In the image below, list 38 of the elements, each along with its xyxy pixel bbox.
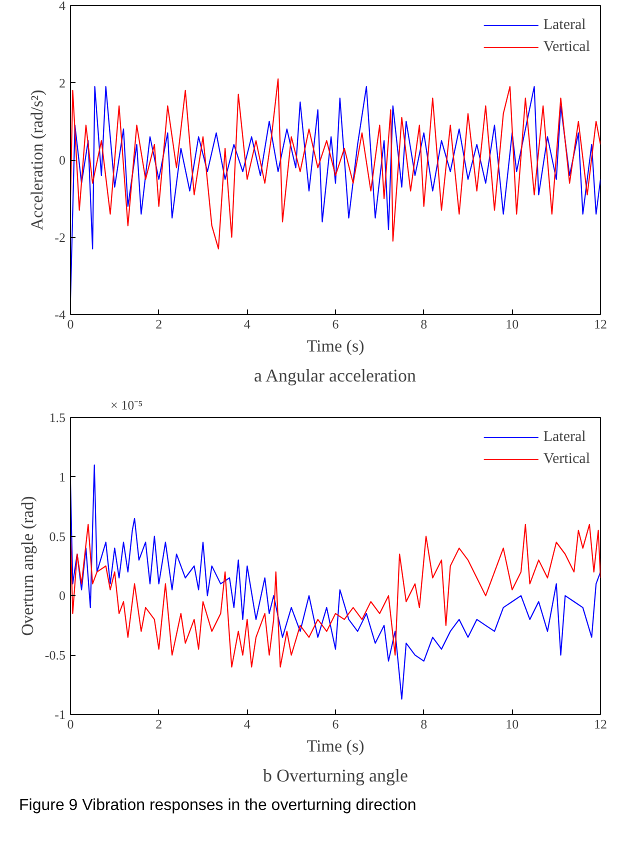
text: b Overturning angle: [263, 766, 408, 786]
y-tick-label: 0: [59, 152, 66, 168]
caption: Figure 9 Vibration responses in the overturning direction: [19, 796, 416, 816]
x-tick-label: 10: [506, 716, 519, 732]
legend-label: Lateral: [543, 16, 586, 34]
legend-label: Lateral: [543, 428, 586, 446]
y-axis-title: Overturn angle (rad): [18, 496, 37, 636]
line-series: [70, 524, 600, 668]
line-series: [70, 464, 600, 700]
x-tick-label: 12: [594, 316, 607, 332]
y-tick-label: -2: [54, 230, 66, 245]
x-tick-label: 8: [420, 316, 428, 332]
x-tick-label: 2: [156, 716, 162, 732]
x-tick-label: 4: [244, 316, 251, 332]
y-tick-label: 0.5: [49, 528, 66, 544]
line-series: [70, 78, 600, 250]
legend-label: Vertical: [543, 38, 590, 56]
x-axis-title: Time (s): [306, 736, 364, 756]
y-tick-label: -0.5: [44, 648, 66, 663]
x-tick-label: 6: [332, 716, 340, 732]
text: a Angular acceleration: [254, 366, 416, 386]
legend-label: Vertical: [543, 450, 590, 468]
x-tick-label: 10: [506, 316, 519, 332]
x-tick-label: 6: [332, 316, 340, 332]
x-tick-label: 8: [420, 716, 428, 732]
y-tick-label: 1.5: [49, 410, 66, 425]
x-tick-label: 12: [594, 716, 607, 732]
y-tick-label: 2: [59, 75, 66, 90]
x-tick-label: 2: [156, 316, 162, 332]
y-tick-label: 1: [59, 469, 66, 484]
y-tick-label: -1: [54, 707, 66, 722]
text: × 10⁻⁵: [110, 398, 143, 412]
y-tick-label: 0: [59, 588, 66, 604]
y-tick-label: 4: [59, 0, 66, 13]
y-tick-label: -4: [54, 307, 66, 322]
y-axis-title: Acceleration (rad/s²): [28, 90, 47, 230]
x-tick-label: 4: [244, 716, 251, 732]
x-axis-title: Time (s): [306, 336, 364, 356]
